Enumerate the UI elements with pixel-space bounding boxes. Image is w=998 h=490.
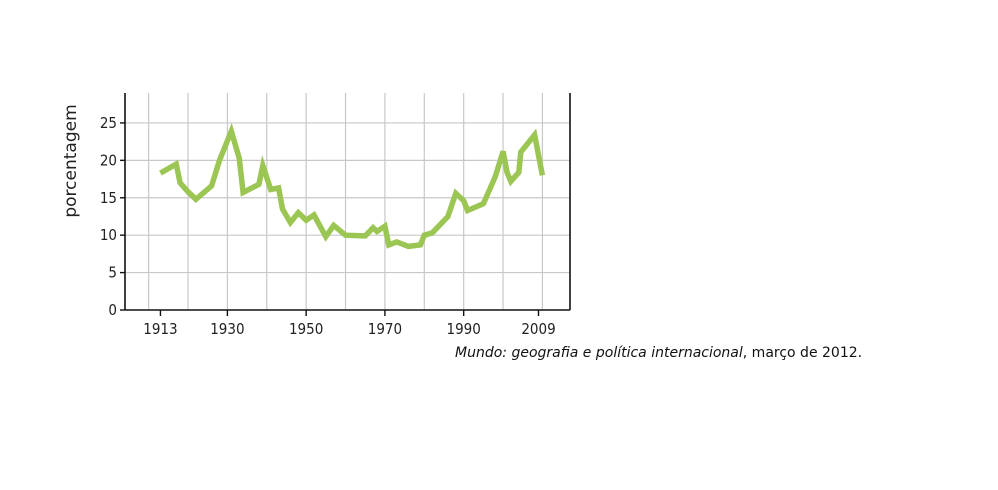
source-date: , março de 2012. <box>742 345 863 361</box>
y-axis-label: porcentagem <box>61 104 81 217</box>
x-tick-label: 1930 <box>210 320 244 338</box>
y-tick-label: 0 <box>108 301 117 319</box>
y-tick-labels: 0 5 10 15 20 25 <box>100 114 117 319</box>
x-tick-label: 2009 <box>521 320 555 338</box>
grid <box>125 93 570 310</box>
y-tick-label: 15 <box>100 189 117 207</box>
source-caption: Mundo: geografia e política internaciona… <box>455 345 862 361</box>
source-title: Mundo: geografia e política internaciona… <box>455 345 743 361</box>
y-tick-label: 20 <box>100 151 117 169</box>
x-tick-label: 1990 <box>447 320 481 338</box>
y-tick-label: 10 <box>100 226 117 244</box>
x-tick-label: 1950 <box>289 320 323 338</box>
series-line <box>159 122 546 250</box>
x-tick-label: 1970 <box>368 320 402 338</box>
axes <box>120 93 571 316</box>
y-tick-label: 25 <box>100 114 117 132</box>
series-group <box>159 122 546 250</box>
y-tick-label: 5 <box>108 264 117 282</box>
x-tick-label: 1913 <box>143 320 177 338</box>
x-tick-labels: 1913 1930 1950 1970 1990 2009 <box>143 320 555 338</box>
